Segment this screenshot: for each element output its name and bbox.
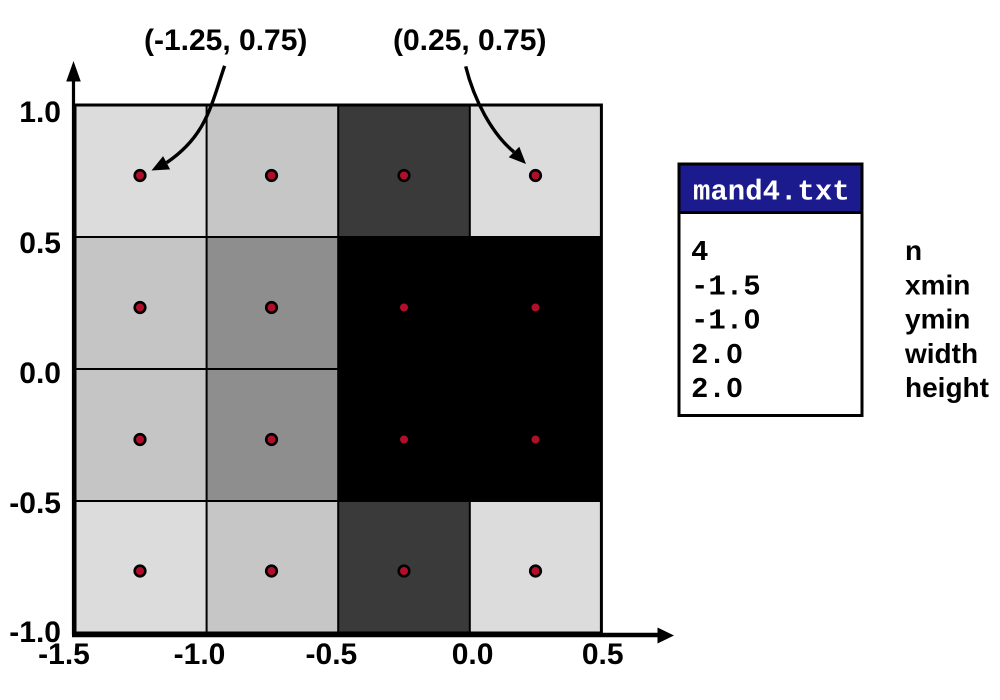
svg-text:(-1.25, 0.75): (-1.25, 0.75) [144,24,307,57]
svg-text:2.0: 2.0 [691,339,743,372]
svg-text:0.5: 0.5 [19,227,61,260]
svg-text:-1.0: -1.0 [174,638,226,671]
svg-text:2.0: 2.0 [691,373,743,406]
svg-text:(0.25, 0.75): (0.25, 0.75) [393,24,546,57]
svg-text:width: width [904,338,978,369]
svg-text:0.5: 0.5 [582,638,624,671]
svg-text:-1.0: -1.0 [9,616,61,649]
svg-text:-0.5: -0.5 [306,638,358,671]
svg-text:ymin: ymin [905,304,970,335]
svg-text:0.0: 0.0 [19,357,61,390]
svg-text:-1.5: -1.5 [38,638,90,671]
svg-text:0.0: 0.0 [452,638,494,671]
svg-text:xmin: xmin [905,269,970,300]
svg-text:height: height [905,372,989,403]
svg-text:mand4.txt: mand4.txt [693,176,850,209]
svg-text:-1.0: -1.0 [691,305,761,338]
svg-text:4: 4 [691,236,708,269]
svg-text:n: n [905,235,922,266]
svg-text:1.0: 1.0 [19,96,61,129]
svg-text:-0.5: -0.5 [9,487,61,520]
svg-text:-1.5: -1.5 [691,270,761,303]
